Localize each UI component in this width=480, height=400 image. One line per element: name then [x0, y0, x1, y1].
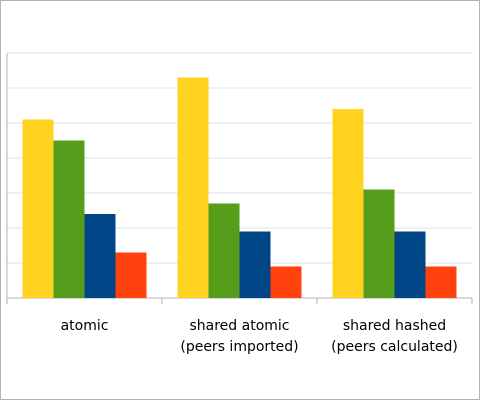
bar: [22, 119, 54, 298]
x-tick-label: atomic: [61, 318, 109, 334]
bar: [53, 140, 85, 298]
bar: [208, 203, 240, 298]
x-tick-label: (peers imported): [180, 339, 298, 355]
bar: [239, 231, 271, 298]
bar: [270, 266, 302, 298]
bar: [332, 109, 364, 298]
x-tick-label: shared atomic: [189, 318, 289, 334]
bar: [394, 231, 426, 298]
bar: [84, 214, 116, 298]
bar: [425, 266, 457, 298]
bar: [363, 189, 395, 298]
bar: [115, 252, 147, 298]
bar: [177, 77, 209, 298]
x-tick-label: shared hashed: [343, 318, 446, 334]
x-tick-label: (peers calculated): [331, 339, 458, 355]
